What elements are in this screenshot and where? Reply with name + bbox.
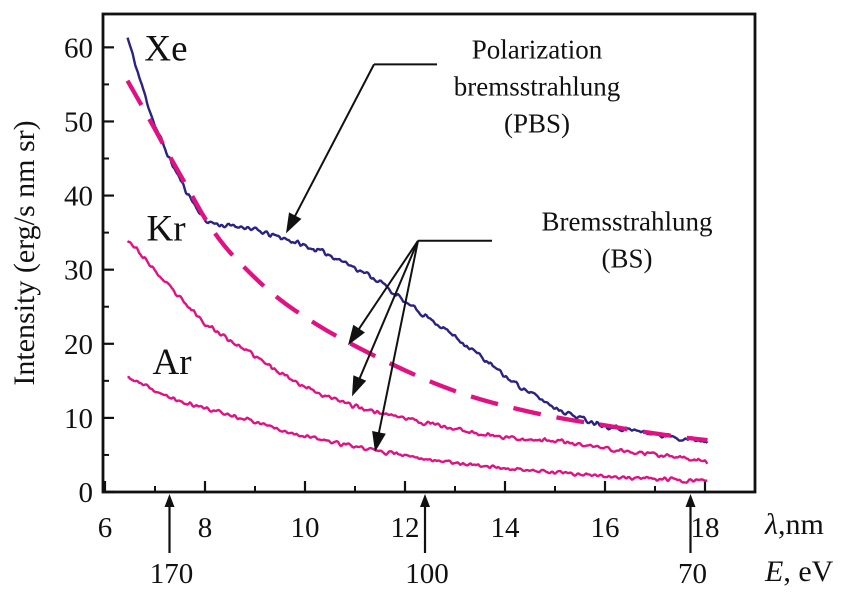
x2-axis-title: E, eV [764, 555, 834, 588]
annotation-bs-arrowhead [348, 324, 365, 346]
y-tick-label: 20 [64, 329, 93, 361]
energy-marker-arrowhead [685, 494, 696, 507]
annotation-bs-arrow-line [376, 240, 419, 441]
annotation-bs-arrowhead [352, 375, 367, 397]
x-tick-label: 18 [691, 512, 720, 544]
energy-tick-label: 70 [678, 558, 707, 590]
x-tick-label: 12 [391, 512, 420, 544]
annotation-bs-arrow-line [353, 240, 419, 336]
annotation-bs-text: Bremsstrahlung [542, 207, 713, 237]
annotation-bs-arrowhead [372, 430, 386, 452]
curve-label-ar: Ar [152, 342, 191, 383]
y-tick-label: 10 [64, 403, 93, 435]
curve-label-xe: Xe [144, 28, 187, 69]
x-axis-title: λ,nm [764, 508, 824, 541]
x-tick-label: 6 [98, 512, 113, 544]
annotation-pbs-arrowhead [286, 212, 302, 234]
x-tick-label: 10 [291, 512, 320, 544]
energy-tick-label: 100 [405, 558, 449, 590]
energy-tick-label: 170 [150, 558, 194, 590]
annotation-pbs-text: Polarization [472, 35, 603, 65]
x-tick-label: 16 [591, 512, 620, 544]
annotation-pbs-text: (PBS) [504, 109, 570, 139]
y-tick-label: 40 [64, 181, 93, 213]
y-tick-label: 50 [64, 106, 93, 138]
y-tick-label: 0 [79, 477, 94, 509]
annotation-bs-text: (BS) [601, 244, 652, 274]
annotation-pbs-arrow-line [290, 63, 375, 224]
y-axis-title: Intensity (erg/s nm sr) [8, 120, 41, 385]
annotation-bs-arrow-line [355, 240, 419, 386]
x-tick-label: 14 [491, 512, 521, 544]
curve-label-kr: Kr [146, 208, 185, 249]
y-tick-label: 30 [64, 255, 93, 287]
energy-marker-arrowhead [164, 494, 175, 507]
x-tick-label: 8 [198, 512, 213, 544]
y-tick-label: 60 [64, 32, 93, 64]
energy-marker-arrowhead [420, 494, 430, 507]
annotation-pbs-text: bremsstrahlung [454, 72, 620, 102]
series-ar-curve [127, 375, 708, 484]
plot-frame [101, 12, 757, 494]
series-kr-curve [126, 240, 709, 465]
